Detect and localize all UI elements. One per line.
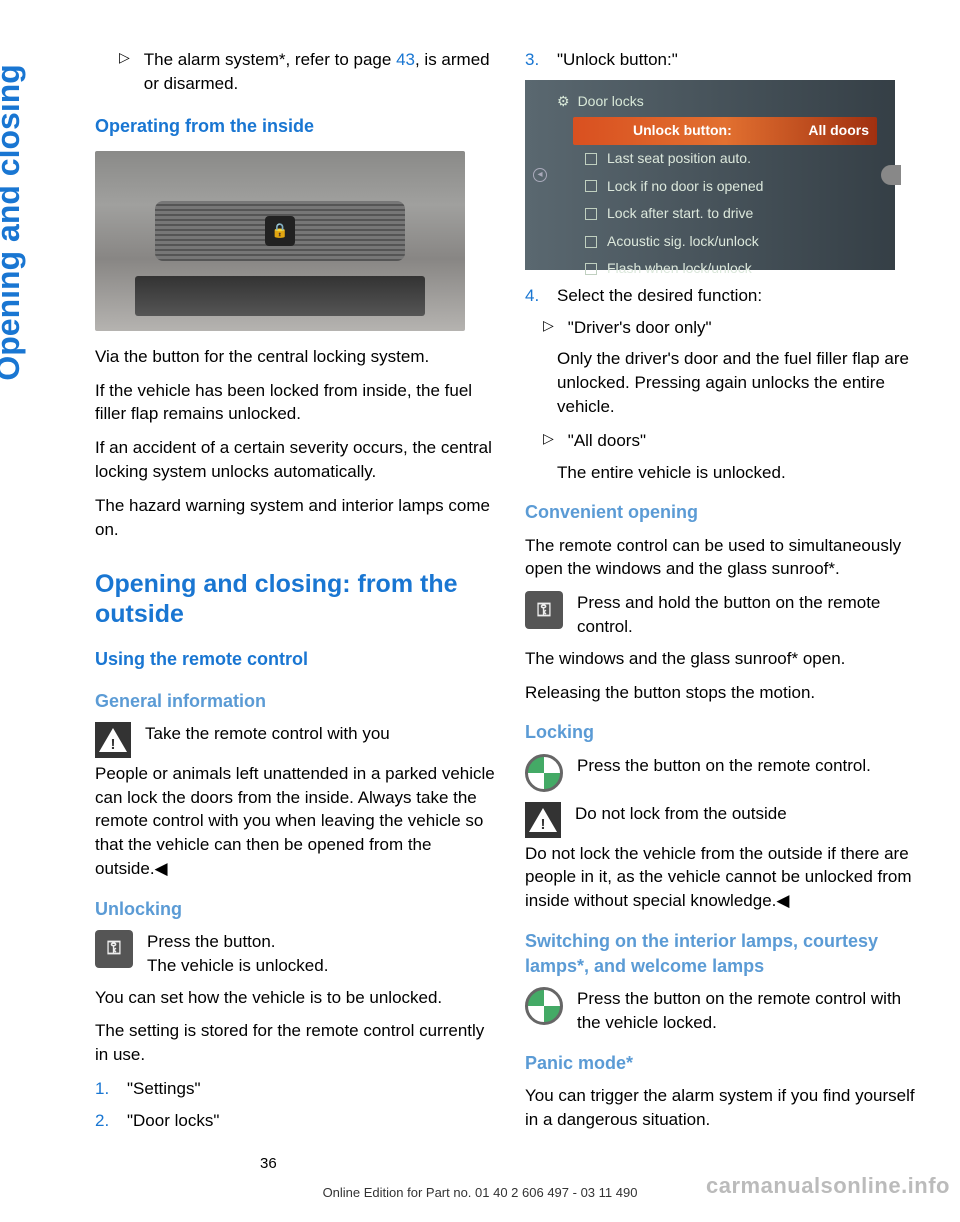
section-tab: Opening and closing xyxy=(0,20,56,400)
bullet-marker-icon: ▷ xyxy=(119,48,130,96)
para-stored: The setting is stored for the remote con… xyxy=(95,1019,495,1067)
step-2: 2. "Door locks" xyxy=(95,1109,495,1133)
heading-convenient: Convenient opening xyxy=(525,500,925,525)
checkbox-icon xyxy=(585,208,597,220)
right-column: 3. "Unlock button:" ⚙ Door locks Unlock … xyxy=(525,48,925,1142)
conv-release: Releasing the button stops the motion. xyxy=(525,681,925,705)
idrive-header-text: Door locks xyxy=(578,92,644,112)
step-1: 1. "Settings" xyxy=(95,1077,495,1101)
warning-title: Take the remote control with you xyxy=(145,722,495,758)
checkbox-icon xyxy=(585,236,597,248)
lamps-text: Press the button on the remote control w… xyxy=(577,987,925,1035)
warning-body: People or animals left unattended in a p… xyxy=(95,762,495,881)
lock-press-text: Press the button on the remote control. xyxy=(577,754,925,792)
radio-graphic xyxy=(135,276,425,316)
step-num-4: 4. xyxy=(525,284,543,308)
page-link-43[interactable]: 43 xyxy=(396,50,415,69)
section-tab-label: Opening and closing xyxy=(0,64,31,380)
conv-intro: The remote control can be used to simult… xyxy=(525,534,925,582)
step-num-3: 3. xyxy=(525,48,543,72)
step-text-4: Select the desired function: xyxy=(557,284,925,308)
sub-driver-body: Only the driver's door and the fuel fill… xyxy=(557,347,925,418)
idrive-row-1: Last seat position auto. xyxy=(525,145,895,173)
step-4-body: Select the desired function: xyxy=(557,284,925,308)
para-set-unlock: You can set how the vehicle is to be unl… xyxy=(95,986,495,1010)
unlock-icon: ⚿ xyxy=(95,930,133,968)
warning-icon: ! xyxy=(525,802,561,838)
heading-using-remote: Using the remote control xyxy=(95,647,495,672)
idrive-row-4: Acoustic sig. lock/unlock xyxy=(525,228,895,256)
idrive-sel-label: Unlock button: xyxy=(633,121,732,141)
heading-lamps: Switching on the interior lamps, courtes… xyxy=(525,929,925,979)
idrive-selected-row: Unlock button: All doors xyxy=(573,117,877,145)
heading-opening-outside: Opening and closing: from the outside xyxy=(95,569,495,629)
lock-press-row: Press the button on the remote control. xyxy=(525,754,925,792)
idrive-header: ⚙ Door locks xyxy=(525,92,895,112)
unlock-icon: ⚿ xyxy=(525,591,563,629)
idrive-sel-value: All doors xyxy=(808,121,869,141)
panic-body: You can trigger the alarm system if you … xyxy=(525,1084,925,1132)
step-num-1: 1. xyxy=(95,1077,113,1101)
warning-icon: ! xyxy=(95,722,131,758)
warning-block-remote: ! Take the remote control with you xyxy=(95,722,495,758)
checkbox-icon xyxy=(585,153,597,165)
bmw-roundel-icon xyxy=(525,754,563,792)
lock-button-graphic: 🔒 xyxy=(265,216,295,246)
heading-operating-inside: Operating from the inside xyxy=(95,114,495,139)
page-content: ▷ The alarm system*, refer to page 43, i… xyxy=(95,48,945,1142)
para-hazard: The hazard warning system and interior l… xyxy=(95,494,495,542)
bullet-text: The alarm system*, refer to page 43, is … xyxy=(144,48,495,96)
sub-all-body: The entire vehicle is unlocked. xyxy=(557,461,925,485)
lamps-row: Press the button on the remote control w… xyxy=(525,987,925,1035)
idrive-right-knob-icon xyxy=(881,165,901,185)
heading-unlocking: Unlocking xyxy=(95,897,495,922)
step-text-3: "Unlock button:" xyxy=(557,48,678,72)
checkbox-icon xyxy=(585,180,597,192)
step-4: 4. Select the desired function: xyxy=(525,284,925,308)
bullet-marker-icon: ▷ xyxy=(543,316,554,340)
unlock-text: Press the button. The vehicle is unlocke… xyxy=(147,930,495,978)
sub-driver-door: ▷ "Driver's door only" xyxy=(543,316,925,340)
heading-general-info: General information xyxy=(95,689,495,714)
step-3: 3. "Unlock button:" xyxy=(525,48,925,72)
conv-press-row: ⚿ Press and hold the button on the remot… xyxy=(525,591,925,639)
heading-panic: Panic mode* xyxy=(525,1051,925,1076)
idrive-row-3: Lock after start. to drive xyxy=(525,200,895,228)
conv-open: The windows and the glass sunroof* open. xyxy=(525,647,925,671)
step-text-1: "Settings" xyxy=(127,1077,201,1101)
idrive-header-icon: ⚙ xyxy=(557,92,570,112)
left-column: ▷ The alarm system*, refer to page 43, i… xyxy=(95,48,495,1142)
bullet-alarm: ▷ The alarm system*, refer to page 43, i… xyxy=(119,48,495,96)
idrive-row-2: Lock if no door is opened xyxy=(525,173,895,201)
sub-driver-text: "Driver's door only" xyxy=(568,316,712,340)
warning-block-lock: ! Do not lock from the outside xyxy=(525,802,925,838)
idrive-left-arrow-icon: ◂ xyxy=(533,168,547,182)
idrive-row-5: Flash when lock/unlock xyxy=(525,255,895,283)
unlock-button-row: ⚿ Press the button. The vehicle is unloc… xyxy=(95,930,495,978)
idrive-screenshot: ⚙ Door locks Unlock button: All doors La… xyxy=(525,80,895,270)
bmw-roundel-icon xyxy=(525,987,563,1025)
watermark: carmanualsonline.info xyxy=(706,1171,950,1202)
conv-press-text: Press and hold the button on the remote … xyxy=(577,591,925,639)
sub-all-doors: ▷ "All doors" xyxy=(543,429,925,453)
dashboard-image: 🔒 xyxy=(95,151,465,331)
warning-lock-body: Do not lock the vehicle from the outside… xyxy=(525,842,925,913)
para-accident: If an accident of a certain severity occ… xyxy=(95,436,495,484)
warning-lock-title: Do not lock from the outside xyxy=(575,802,925,838)
heading-locking: Locking xyxy=(525,720,925,745)
step-text-2: "Door locks" xyxy=(127,1109,219,1133)
para-locked-inside: If the vehicle has been locked from insi… xyxy=(95,379,495,427)
sub-all-text: "All doors" xyxy=(568,429,646,453)
page-number: 36 xyxy=(260,1153,277,1174)
checkbox-icon xyxy=(585,263,597,275)
step-num-2: 2. xyxy=(95,1109,113,1133)
para-via-button: Via the button for the central locking s… xyxy=(95,345,495,369)
bullet-marker-icon: ▷ xyxy=(543,429,554,453)
